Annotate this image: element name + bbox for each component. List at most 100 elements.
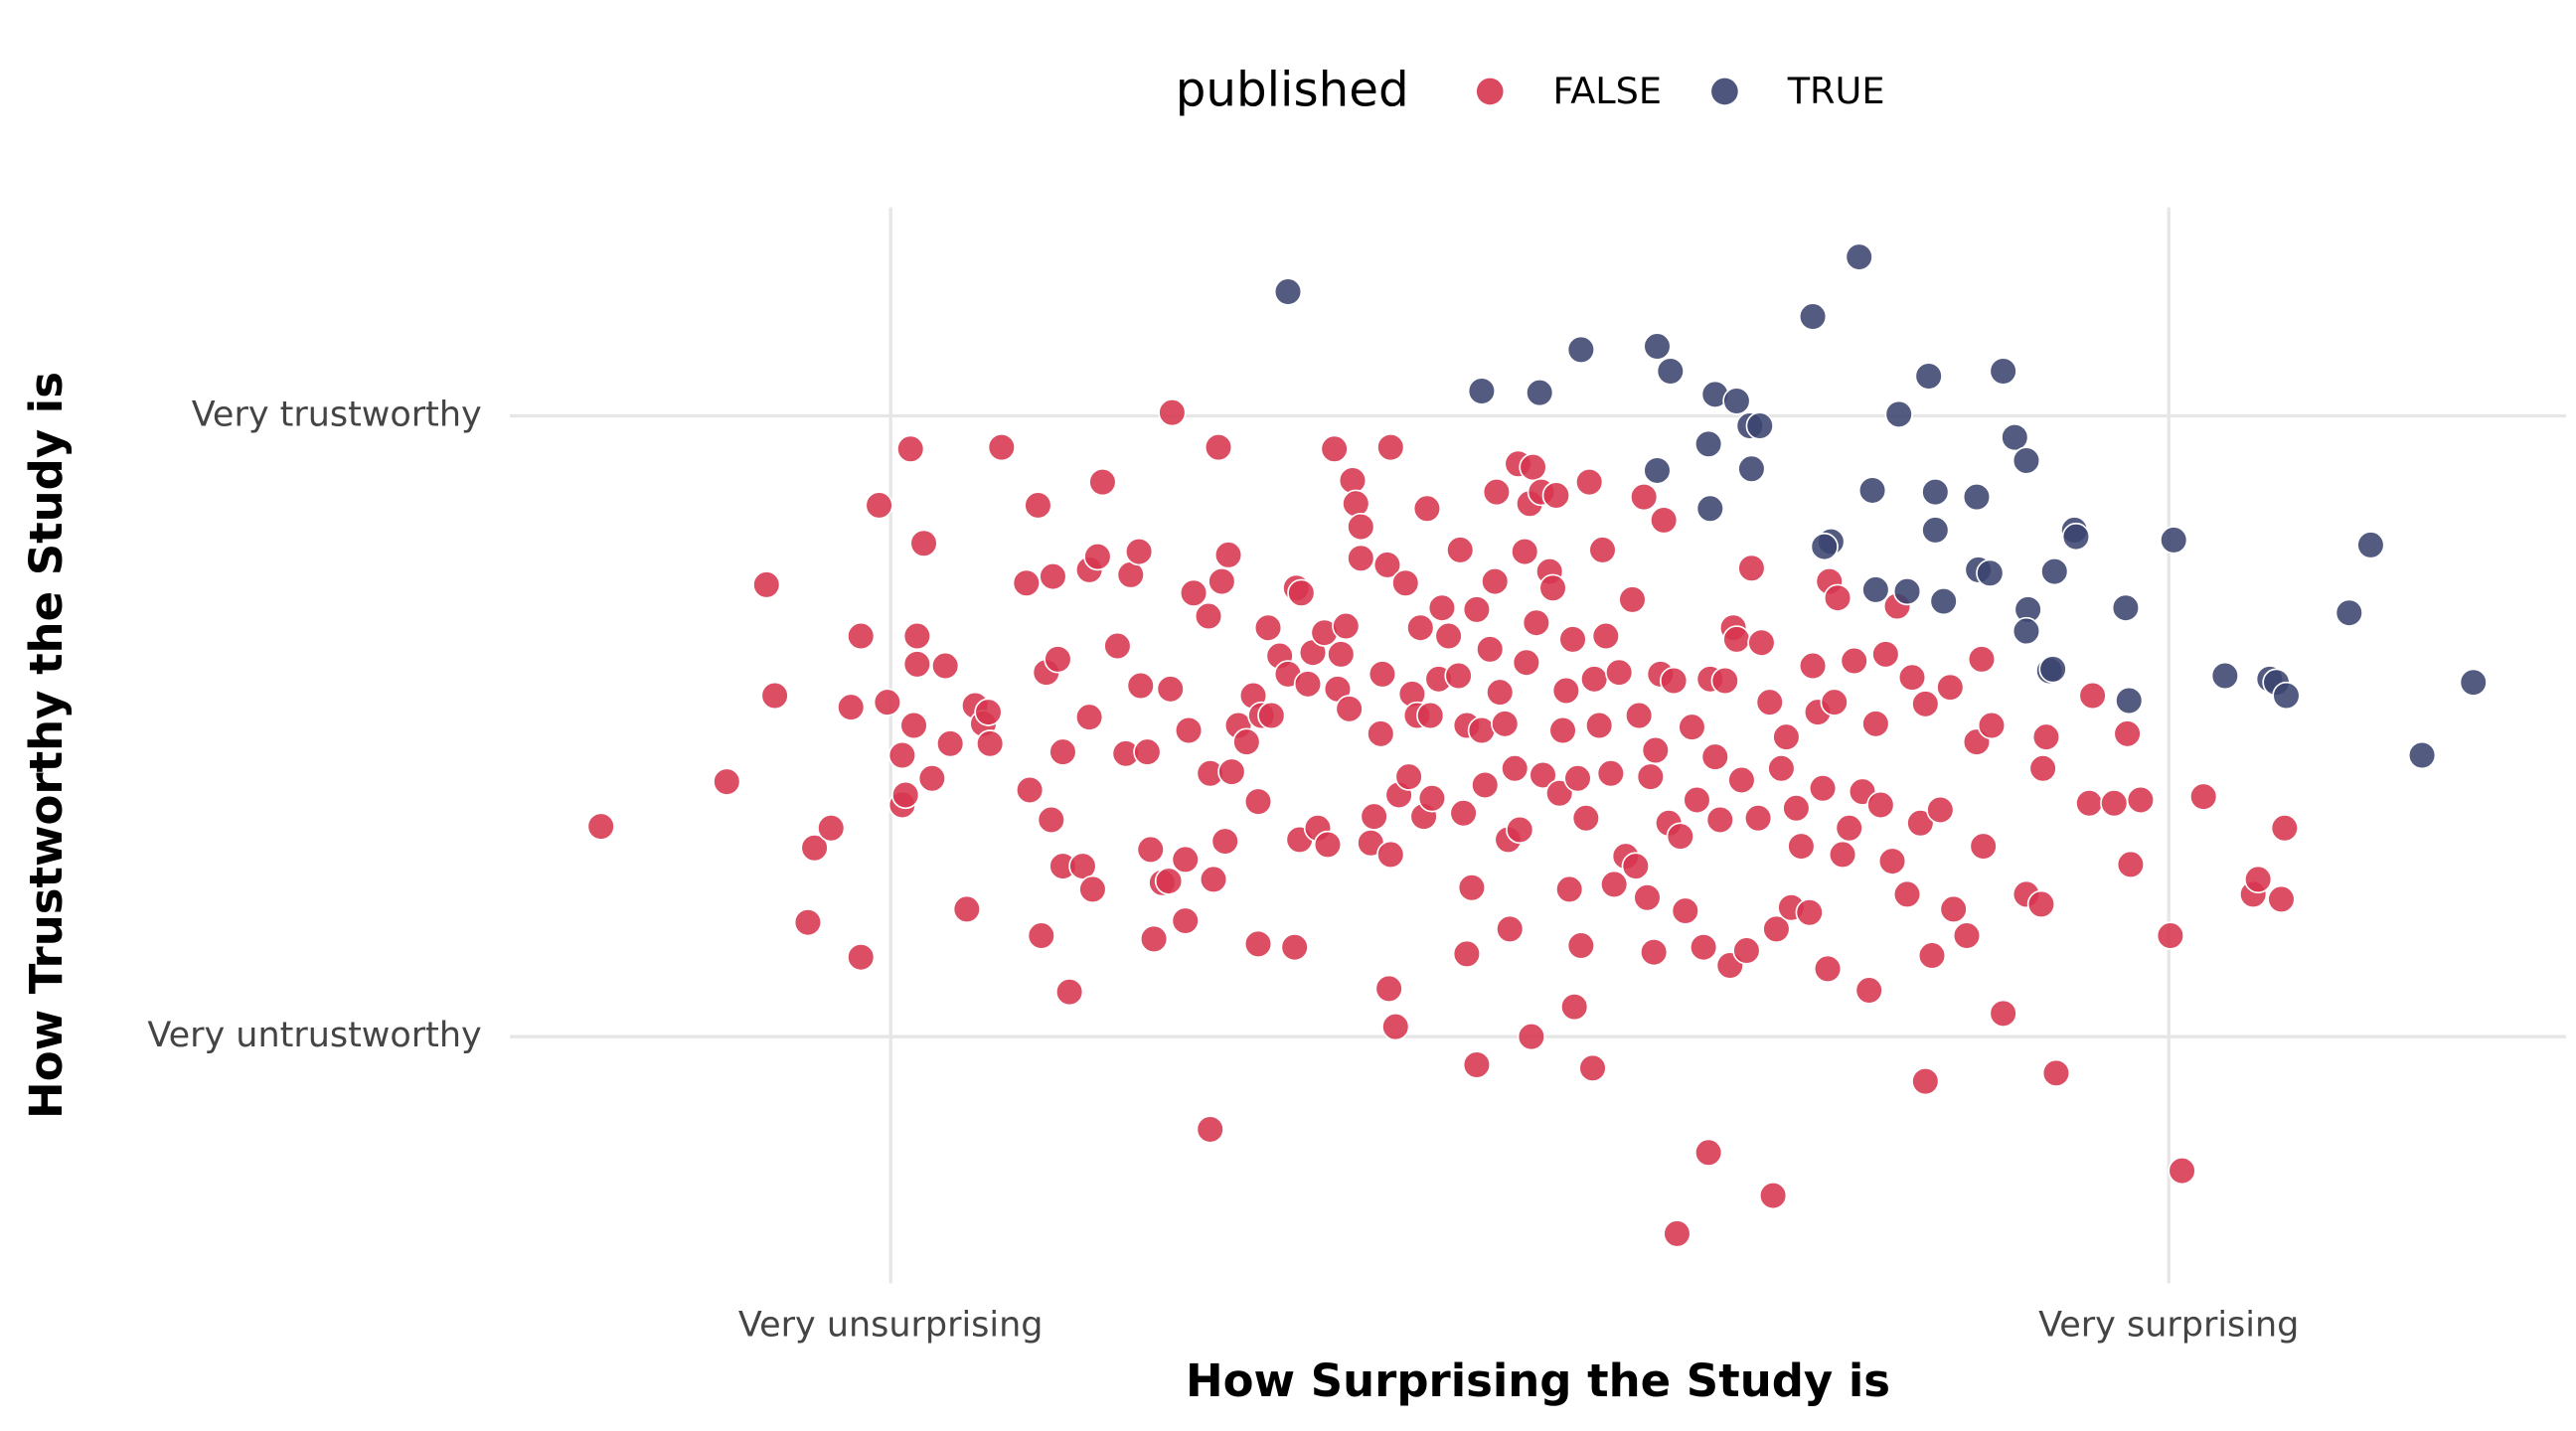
point <box>1360 802 1388 831</box>
point <box>1743 804 1773 833</box>
point <box>1210 827 1239 856</box>
point <box>1496 914 1525 944</box>
point <box>1126 671 1155 701</box>
point <box>1332 611 1361 641</box>
point <box>1519 452 1547 482</box>
point <box>1656 357 1685 386</box>
point <box>1755 688 1784 716</box>
point <box>1027 921 1055 950</box>
point <box>2407 740 2437 770</box>
point <box>2026 889 2056 919</box>
point <box>1693 429 1723 458</box>
point <box>896 434 925 463</box>
point <box>936 729 965 758</box>
point <box>917 764 947 793</box>
point <box>1293 670 1323 699</box>
point <box>1989 999 2017 1029</box>
point <box>1457 874 1487 902</box>
point <box>2334 598 2363 627</box>
point <box>1671 896 1699 925</box>
point <box>1643 332 1672 361</box>
point <box>847 621 876 651</box>
point <box>1823 583 1852 612</box>
point <box>1427 593 1457 622</box>
point <box>847 943 876 972</box>
point <box>1892 576 1922 606</box>
point <box>2356 531 2385 559</box>
point <box>1243 787 1273 816</box>
point <box>1417 784 1447 813</box>
point <box>1639 938 1669 967</box>
point <box>1629 482 1659 512</box>
point <box>1512 648 1541 677</box>
point <box>1368 660 1397 689</box>
point <box>1835 814 1863 843</box>
points <box>586 242 2488 1248</box>
point <box>2111 593 2141 622</box>
point <box>2113 719 2142 748</box>
point <box>1320 434 1349 463</box>
point <box>2078 681 2107 711</box>
point <box>1416 701 1445 730</box>
point <box>1840 646 1868 676</box>
point <box>1767 754 1796 783</box>
point <box>1044 645 1072 674</box>
point <box>2156 921 2185 950</box>
point <box>1926 795 1955 825</box>
point <box>1174 716 1204 745</box>
point <box>1566 335 1596 365</box>
point <box>1517 1023 1546 1051</box>
point <box>2075 789 2104 818</box>
point <box>1481 566 1510 596</box>
point <box>2028 754 2057 783</box>
point <box>1571 804 1601 833</box>
y-tick-label: Very untrustworthy <box>147 1016 481 1055</box>
point <box>873 688 902 716</box>
point <box>1897 663 1927 692</box>
point <box>1529 760 1557 790</box>
point <box>1012 568 1041 597</box>
point <box>2126 785 2156 815</box>
point <box>1641 735 1670 765</box>
legend-swatch <box>1476 78 1504 105</box>
point <box>1911 690 1940 718</box>
point <box>1273 277 1303 306</box>
point <box>1936 673 1965 702</box>
point <box>1412 494 1442 523</box>
point <box>1977 711 2007 740</box>
point <box>1580 665 1609 694</box>
point <box>1243 929 1273 959</box>
point <box>1666 822 1694 851</box>
point <box>1381 1013 1410 1041</box>
point <box>865 491 893 520</box>
point <box>1467 716 1497 745</box>
point <box>2168 1156 2196 1186</box>
point <box>1871 640 1900 669</box>
point <box>1213 541 1243 569</box>
point <box>1643 456 1672 485</box>
point <box>1467 377 1497 405</box>
point <box>1280 933 1309 962</box>
point <box>1813 954 1843 984</box>
point <box>793 908 823 937</box>
point <box>1727 765 1756 795</box>
point <box>2244 865 2273 894</box>
point <box>1722 387 1751 415</box>
point <box>2031 722 2061 751</box>
legend-swatch <box>1711 78 1738 105</box>
point <box>1689 933 1718 962</box>
point <box>1633 883 1662 912</box>
point <box>1452 939 1482 969</box>
point <box>1600 870 1629 899</box>
point <box>1406 613 1435 642</box>
point <box>1376 840 1405 870</box>
point <box>1585 711 1614 740</box>
point <box>1491 710 1520 738</box>
point <box>1857 476 1887 505</box>
point <box>899 711 928 740</box>
point <box>2116 850 2146 879</box>
point <box>1196 1115 1224 1144</box>
point <box>1782 794 1811 823</box>
point <box>2270 814 2299 843</box>
